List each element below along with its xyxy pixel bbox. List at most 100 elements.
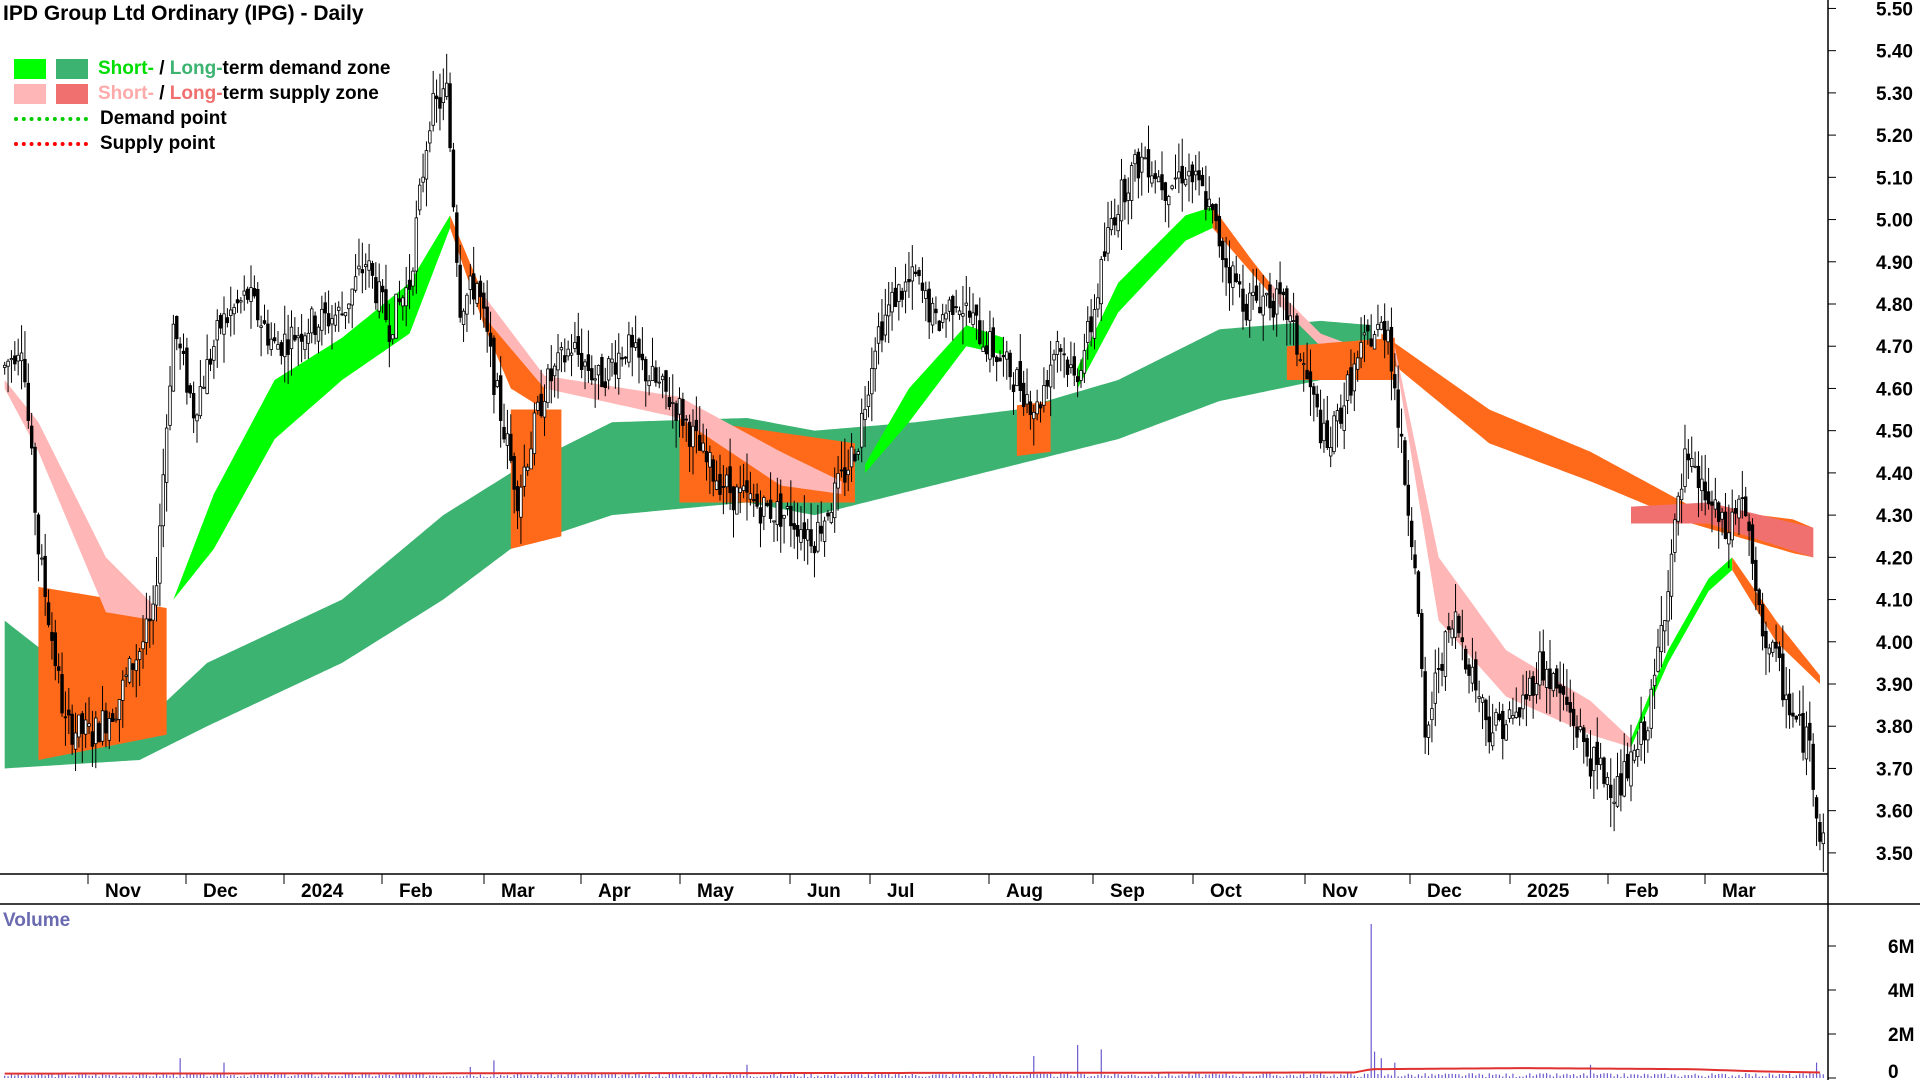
- candle-body: [438, 97, 442, 109]
- candle-body: [1750, 524, 1755, 564]
- candle-body: [1001, 354, 1006, 358]
- candle-body: [1335, 410, 1340, 422]
- candle-body: [1710, 501, 1714, 506]
- candle-body: [394, 293, 398, 339]
- candle-body: [350, 288, 354, 306]
- candle-body: [1558, 684, 1562, 694]
- candle-body: [1571, 708, 1576, 726]
- candle-body: [647, 380, 651, 386]
- candle-body: [299, 333, 304, 342]
- candle-body: [947, 299, 952, 312]
- candles-layer: [2, 53, 1826, 872]
- candle-body: [836, 473, 840, 489]
- candle-body: [347, 303, 351, 310]
- candle-body: [1733, 508, 1738, 514]
- candle-body: [1366, 324, 1370, 332]
- candle-body: [1669, 553, 1674, 597]
- candle-body: [1224, 258, 1228, 268]
- candle-body: [19, 352, 24, 362]
- candle-body: [1423, 671, 1427, 738]
- candle-body: [809, 529, 813, 547]
- candle-body: [1315, 393, 1319, 408]
- zone-short-supply-orange: [1732, 557, 1820, 684]
- candle-body: [360, 269, 365, 274]
- candle-body: [944, 312, 948, 320]
- candle-body: [43, 555, 47, 597]
- candle-body: [586, 354, 591, 371]
- candle-body: [924, 290, 928, 299]
- candle-body: [1275, 288, 1279, 315]
- candle-body: [1585, 738, 1589, 757]
- candle-body: [903, 281, 908, 292]
- candle-body: [1582, 727, 1586, 743]
- zone-conflict: [1286, 337, 1395, 380]
- candle-body: [795, 524, 800, 537]
- candle-body: [269, 338, 273, 350]
- price-tick-label: 5.00: [1876, 211, 1913, 232]
- candle-body: [131, 663, 135, 670]
- time-tick-label: May: [697, 881, 734, 902]
- candle-body: [600, 357, 604, 388]
- candle-body: [1150, 175, 1154, 184]
- candle-body: [552, 365, 557, 377]
- price-tick-label: 4.90: [1876, 253, 1913, 274]
- candle-body: [1521, 694, 1525, 710]
- candle-body: [1288, 315, 1292, 323]
- candle-body: [1086, 320, 1090, 343]
- candle-body: [370, 263, 375, 276]
- candle-body: [785, 506, 790, 509]
- candle-body: [1146, 149, 1151, 178]
- candle-body: [1355, 357, 1360, 370]
- candle-body: [1403, 440, 1407, 485]
- candle-body: [198, 386, 203, 417]
- candle-body: [660, 375, 665, 381]
- candle-body: [1676, 495, 1680, 522]
- chart-title: IPD Group Ltd Ordinary (IPG) - Daily: [3, 2, 364, 25]
- candle-body: [333, 314, 338, 326]
- price-tick-label: 3.80: [1876, 717, 1913, 738]
- candle-body: [1781, 653, 1785, 701]
- candle-body: [387, 325, 392, 342]
- candle-body: [829, 511, 834, 523]
- candle-body: [856, 451, 861, 455]
- legend: Short- / Long-term demand zone Short- / …: [14, 56, 390, 156]
- candle-body: [330, 318, 334, 325]
- candle-body: [313, 315, 317, 336]
- candle-body: [1393, 374, 1397, 389]
- candle-body: [276, 344, 280, 350]
- candle-body: [1801, 712, 1805, 753]
- time-tick-label: Apr: [598, 881, 631, 902]
- candle-body: [961, 313, 965, 317]
- candle-body: [1062, 353, 1066, 356]
- time-tick-label: Mar: [501, 881, 535, 902]
- candle-body: [9, 358, 14, 361]
- candle-body: [1693, 465, 1697, 468]
- legend-supply-zone: Short- / Long-term supply zone: [14, 81, 390, 106]
- candle-body: [407, 279, 412, 290]
- candle-body: [377, 281, 381, 312]
- candle-body: [33, 446, 37, 513]
- legend-supply-rest: term supply zone: [222, 82, 379, 104]
- candle-body: [1453, 611, 1458, 638]
- candle-body: [1308, 371, 1313, 388]
- candle-body: [1109, 218, 1114, 231]
- candle-body: [134, 659, 138, 671]
- candle-body: [2, 364, 7, 368]
- candle-body: [1089, 316, 1093, 333]
- candle-body: [1507, 709, 1512, 719]
- candle-body: [1538, 651, 1542, 686]
- candle-body: [1501, 710, 1505, 739]
- candle-body: [596, 365, 601, 376]
- candle-body: [664, 370, 668, 392]
- candle-body: [266, 323, 270, 346]
- candle-body: [367, 260, 371, 271]
- candle-body: [208, 358, 213, 365]
- candle-body: [637, 338, 641, 358]
- candle-body: [1673, 519, 1677, 553]
- candle-body: [1592, 746, 1596, 772]
- candle-body: [718, 474, 722, 495]
- price-tick-label: 5.50: [1876, 0, 1913, 20]
- candle-body: [1214, 203, 1218, 222]
- candle-body: [873, 350, 877, 370]
- time-tick-label: 2024: [301, 881, 344, 902]
